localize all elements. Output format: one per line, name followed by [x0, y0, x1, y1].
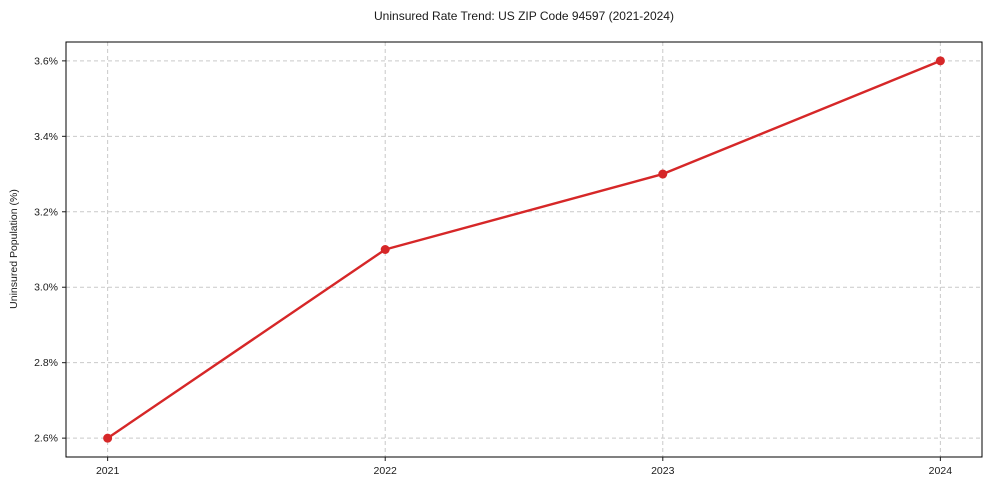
- x-tick-label: 2021: [96, 465, 120, 477]
- y-tick-label: 2.8%: [34, 357, 58, 369]
- y-tick-label: 2.6%: [34, 433, 58, 445]
- y-tick-label: 3.0%: [34, 282, 58, 294]
- plot-border: [65, 41, 983, 458]
- trend-line: [106, 59, 942, 440]
- y-tick-label: 3.4%: [34, 131, 58, 143]
- y-tick-label: 3.6%: [34, 55, 58, 67]
- chart-title: Uninsured Rate Trend: US ZIP Code 94597 …: [374, 9, 674, 23]
- data-point: [103, 433, 113, 443]
- x-tick-label: 2022: [374, 465, 398, 477]
- x-tick-label: 2024: [929, 465, 953, 477]
- x-tick-label: 2023: [651, 465, 675, 477]
- data-point: [380, 245, 390, 254]
- data-point: [935, 56, 945, 66]
- y-tick-label: 3.2%: [34, 206, 58, 218]
- data-point: [658, 169, 668, 179]
